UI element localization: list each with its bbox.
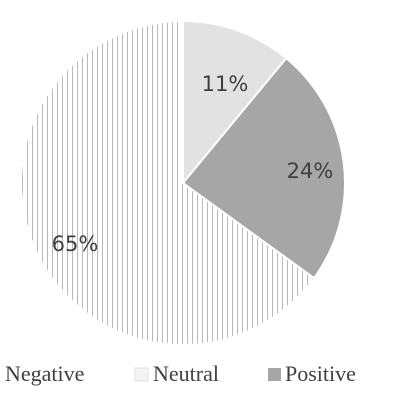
pie-slice-negative	[20, 19, 316, 346]
legend: Negative Neutral Positive	[5, 361, 356, 386]
legend-label-positive: Positive	[285, 361, 356, 386]
slice-label-neutral: 11%	[202, 72, 249, 96]
pie-slices	[20, 19, 346, 346]
slice-label-negative: 65%	[52, 232, 99, 256]
slice-labels: 11% 24% 65%	[52, 72, 334, 256]
legend-label-negative: Negative	[5, 361, 84, 386]
pie-slice-neutral	[182, 19, 288, 186]
slice-label-positive: 24%	[287, 159, 334, 183]
pie-slice-positive	[181, 56, 346, 280]
legend-label-neutral: Neutral	[153, 361, 219, 386]
legend-swatch-positive	[268, 368, 281, 381]
legend-swatch-neutral	[134, 367, 149, 382]
